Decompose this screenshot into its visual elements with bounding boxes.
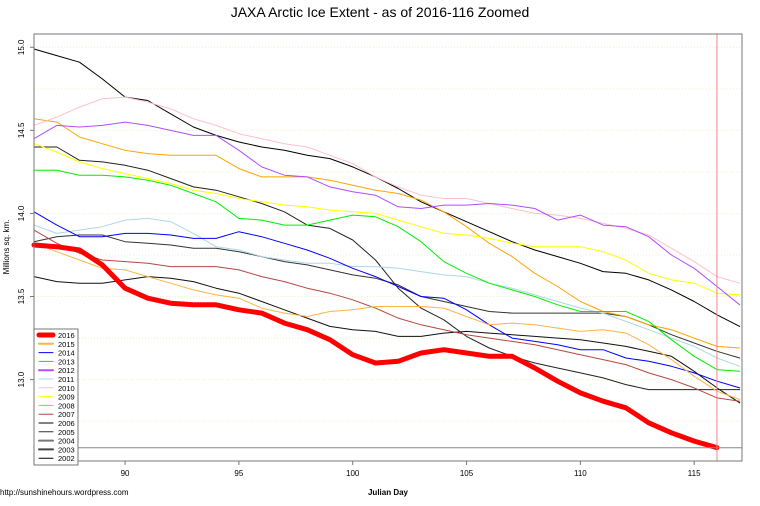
series-line-2008	[33, 118, 741, 349]
plot-frame	[33, 33, 743, 462]
legend-label: 2012	[58, 366, 75, 375]
grid	[34, 46, 742, 422]
series-lines	[31, 48, 741, 451]
legend-label: 2003	[58, 445, 75, 454]
series-line-2007	[33, 229, 741, 402]
legend-label: 2010	[58, 384, 75, 393]
legend-label: 2006	[58, 419, 75, 428]
series-line-2011	[33, 217, 741, 367]
axes: 90 95 100 105 110 115 15.0 14.5 14.0 13.5 13.0	[17, 39, 701, 478]
legend-label: 2014	[58, 349, 75, 358]
series-line-2015	[33, 242, 741, 400]
x-tick-label: 95	[234, 469, 243, 478]
chart-title: JAXA Arctic Ice Extent - as of 2016-116 …	[231, 4, 530, 20]
series-line-2005	[33, 146, 741, 391]
legend-label: 2016	[58, 331, 75, 340]
x-tick-label: 100	[346, 469, 360, 478]
legend-label: 2008	[58, 401, 75, 410]
legend-label: 2007	[58, 410, 75, 419]
y-tick-label: 15.0	[17, 39, 26, 55]
x-tick-label: 115	[688, 469, 701, 478]
legend-label: 2004	[58, 437, 75, 446]
y-tick-label: 13.0	[17, 371, 26, 387]
series-line-2009	[33, 143, 741, 296]
legend-label: 2009	[58, 393, 75, 402]
series-line-2013	[33, 169, 741, 372]
x-axis-label: Julian Day	[368, 488, 409, 497]
x-tick-label: 90	[121, 469, 130, 478]
series-line-2014	[33, 211, 741, 389]
legend-label: 2002	[58, 454, 75, 463]
x-tick-label: 105	[460, 469, 474, 478]
series-line-2006	[33, 48, 741, 327]
legend-label: 2015	[58, 340, 75, 349]
series-line-2003	[33, 276, 741, 404]
reference-lines	[34, 34, 742, 461]
footer-credit: http://sunshinehours.wordpress.com	[0, 488, 129, 497]
legend-label: 2013	[58, 357, 75, 366]
y-tick-label: 13.5	[17, 288, 26, 304]
y-tick-label: 14.0	[17, 205, 26, 221]
legend: 2016201520142013201220112010200920082007…	[33, 328, 79, 466]
legend-label: 2005	[58, 428, 75, 437]
series-line-2012	[33, 121, 741, 306]
series-line-2010	[33, 96, 741, 284]
y-axis-label: Millions sq. km.	[2, 220, 11, 275]
y-tick-label: 14.5	[17, 122, 26, 138]
series-line-2016	[31, 242, 720, 451]
legend-label: 2011	[58, 375, 74, 384]
x-tick-label: 110	[574, 469, 587, 478]
